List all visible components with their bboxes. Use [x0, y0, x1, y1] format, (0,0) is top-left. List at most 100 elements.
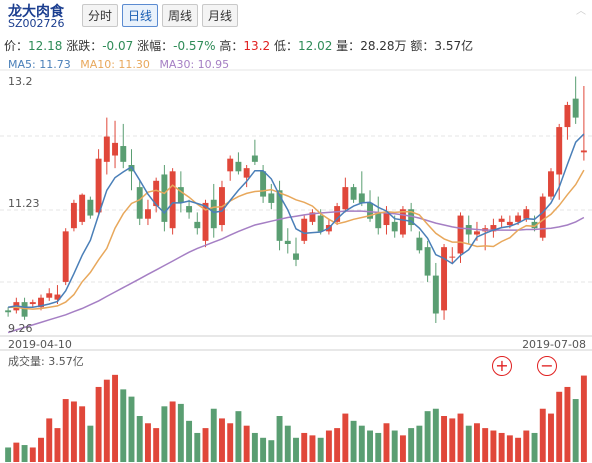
volume-bar — [161, 406, 168, 462]
volume-bar — [350, 420, 357, 462]
candle-body — [473, 231, 480, 235]
tab-monthly[interactable]: 月线 — [202, 4, 238, 27]
volume-bar — [260, 437, 267, 462]
volume-bar — [515, 437, 522, 462]
candle-body — [260, 171, 267, 197]
volume-bar — [293, 437, 299, 462]
candle-body — [350, 187, 357, 200]
candle-body — [70, 202, 77, 229]
candle-body — [120, 146, 127, 162]
candle-body — [383, 212, 390, 226]
volume-bar — [490, 430, 497, 462]
volume-bar — [251, 432, 258, 462]
period-tabs: 分时 日线 周线 月线 — [82, 4, 238, 27]
candle-body — [539, 196, 546, 238]
volume-bar — [564, 386, 571, 462]
volume-stat-value: 28.28万 — [360, 39, 407, 53]
candle-body — [416, 237, 423, 251]
volume-bar — [498, 432, 505, 462]
ma30-line — [7, 210, 585, 334]
candle-body — [441, 247, 448, 311]
candle-body — [268, 193, 275, 203]
candle-body — [235, 161, 242, 172]
candle-body — [210, 199, 217, 229]
volume-bar — [46, 418, 53, 462]
candle-body — [334, 206, 341, 222]
candle-body — [548, 171, 554, 197]
date-end-label: 2019-07-08 — [522, 338, 586, 351]
candle-body — [424, 247, 431, 276]
tab-weekly[interactable]: 周线 — [162, 4, 198, 27]
candle-body — [62, 231, 69, 282]
volume-bar — [580, 375, 587, 462]
candle-body — [580, 150, 587, 153]
candle-body — [144, 209, 151, 219]
ma10-legend: MA10: 11.30 — [80, 58, 150, 71]
candle-body — [276, 190, 283, 241]
volume-bar — [334, 428, 341, 462]
candle-body — [572, 98, 579, 118]
candle-body — [457, 215, 464, 254]
volume-bar — [325, 430, 332, 462]
volume-bar — [202, 428, 209, 462]
candle-body — [243, 168, 250, 178]
volume-bar — [506, 435, 513, 462]
tab-intraday[interactable]: 分时 — [82, 4, 118, 27]
volume-bar — [482, 428, 489, 462]
candle-body — [408, 209, 415, 226]
volume-stat-label: 量： — [336, 39, 361, 53]
candle-body — [564, 104, 571, 128]
candle-body — [498, 218, 505, 222]
zoom-out-button[interactable]: − — [537, 356, 557, 376]
collapse-chevron-icon[interactable]: ︿ — [576, 6, 586, 17]
ma10-line — [8, 169, 585, 310]
candle-body — [358, 193, 365, 203]
candle-body — [54, 294, 61, 300]
candle-body — [79, 194, 86, 222]
volume-bar — [144, 423, 151, 462]
volume-bar — [432, 408, 439, 462]
candle-body — [194, 221, 201, 229]
candle-body — [531, 221, 538, 229]
volume-bar — [95, 386, 102, 462]
volume-bar — [128, 396, 135, 462]
candle-body — [317, 215, 324, 232]
ma30-legend: MA30: 10.95 — [159, 58, 230, 71]
pct-value: -0.57% — [173, 39, 216, 53]
y-axis-bottom-label: 9.26 — [8, 322, 33, 335]
candle-body — [112, 142, 119, 156]
candle-body — [375, 212, 382, 229]
low-value: 12.02 — [297, 39, 333, 53]
volume-bar — [309, 435, 316, 462]
quote-stats: 价：12.18 涨跌：-0.07 涨幅：-0.57% 高：13.2 低：12.0… — [4, 37, 473, 54]
volume-bar — [136, 416, 143, 462]
candle-body — [202, 202, 209, 241]
candle-body — [161, 174, 168, 222]
candle-body — [95, 158, 102, 213]
candle-body — [5, 310, 12, 313]
volume-bar — [112, 374, 119, 462]
candle-body — [367, 202, 373, 219]
ma5-line — [7, 133, 585, 308]
zoom-in-button[interactable]: + — [492, 356, 512, 376]
stock-name: 龙大肉食 — [8, 4, 64, 20]
candle-body — [515, 215, 522, 222]
date-start-label: 2019-04-10 — [8, 338, 72, 351]
volume-bar — [21, 445, 28, 462]
volume-bar — [186, 420, 193, 462]
candle-body — [293, 253, 299, 260]
volume-bar — [227, 423, 234, 462]
volume-bar — [391, 430, 398, 462]
candle-body — [87, 199, 94, 216]
volume-label: 成交量: 3.57亿 — [8, 355, 84, 368]
high-label: 高： — [219, 39, 244, 53]
volume-bar — [103, 379, 110, 462]
volume-bar — [301, 432, 308, 462]
candle-body — [523, 209, 530, 219]
candle-body — [227, 158, 234, 172]
volume-bar — [79, 406, 86, 462]
volume-bar — [572, 399, 579, 462]
amount-value: 3.57亿 — [434, 39, 474, 53]
tab-daily[interactable]: 日线 — [122, 4, 158, 27]
